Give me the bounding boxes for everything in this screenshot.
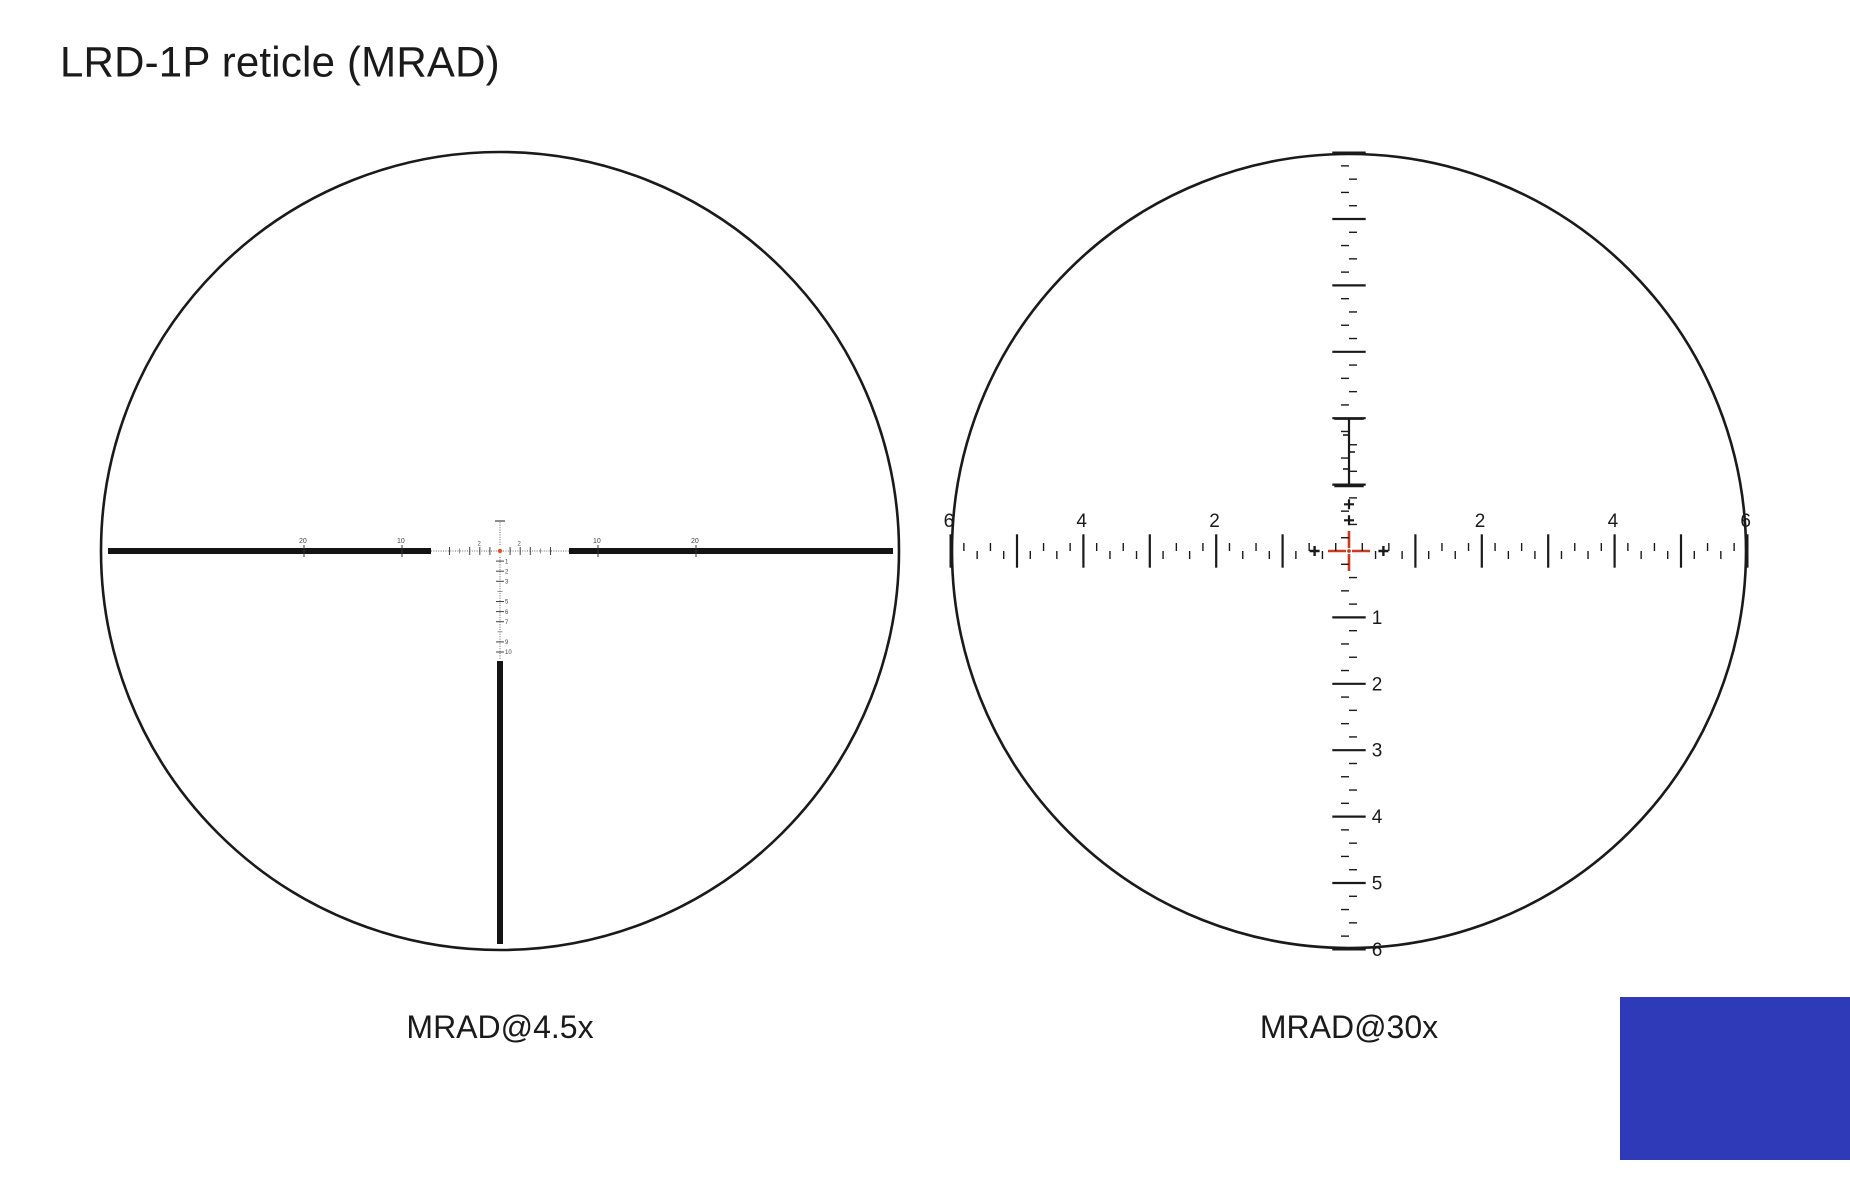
svg-text:1: 1: [505, 559, 509, 565]
svg-text:7: 7: [505, 620, 509, 626]
svg-text:2: 2: [1372, 674, 1383, 695]
svg-text:4: 4: [1076, 511, 1087, 532]
svg-text:2: 2: [478, 542, 482, 548]
svg-text:6: 6: [1740, 511, 1751, 532]
svg-text:10: 10: [397, 538, 405, 545]
svg-text:6: 6: [1372, 940, 1383, 961]
svg-text:4: 4: [1608, 511, 1619, 532]
svg-text:2: 2: [505, 569, 509, 575]
svg-text:2: 2: [518, 542, 522, 548]
svg-text:5: 5: [1372, 874, 1383, 895]
svg-text:10: 10: [505, 650, 512, 656]
svg-text:6: 6: [505, 610, 509, 616]
svg-text:1: 1: [1372, 608, 1383, 629]
svg-text:4: 4: [1372, 807, 1383, 828]
svg-text:10: 10: [593, 538, 601, 545]
svg-text:20: 20: [691, 538, 699, 545]
svg-text:3: 3: [1372, 741, 1383, 762]
svg-text:9: 9: [505, 640, 509, 646]
svg-text:6: 6: [944, 511, 955, 532]
svg-text:5: 5: [505, 600, 509, 606]
svg-text:20: 20: [299, 538, 307, 545]
svg-text:2: 2: [1475, 511, 1486, 532]
svg-text:3: 3: [505, 580, 509, 586]
svg-text:2: 2: [1209, 511, 1220, 532]
